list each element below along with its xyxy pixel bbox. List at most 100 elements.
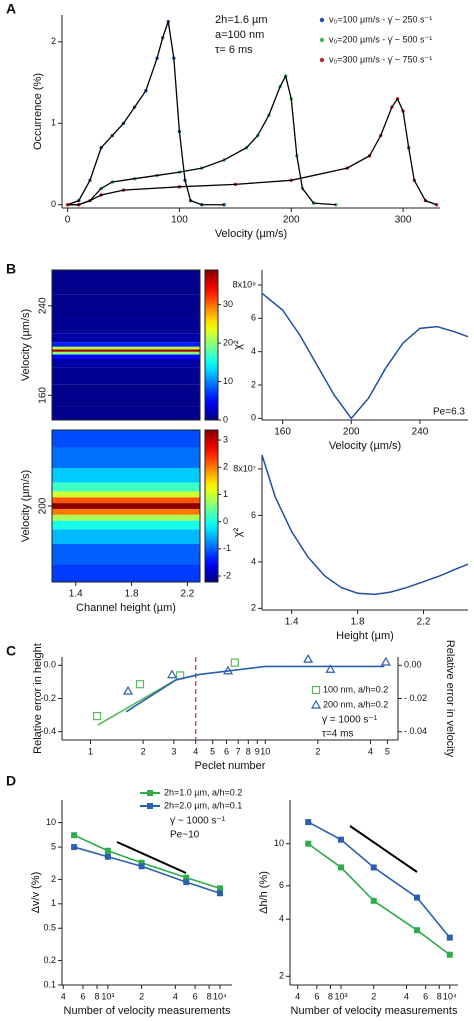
y-axis-label: χ² — [232, 527, 244, 537]
x-tick-label: 4 — [295, 991, 300, 1001]
heatmap-row — [52, 317, 200, 334]
x-tick-label: 1.4 — [285, 617, 299, 628]
y2-axis-label: Relative error in velocity — [444, 640, 456, 758]
panel-label: C — [6, 643, 16, 659]
y-tick-label: 0 — [51, 199, 56, 209]
slope-guide — [349, 825, 418, 873]
y-tick-label: 8x10⁷ — [233, 463, 256, 473]
colorbar-tick-label: 0 — [223, 414, 228, 424]
annotation: a=100 nm — [215, 29, 264, 41]
colorbar — [204, 429, 219, 583]
legend-label: 200 nm, a/h=0.2 — [323, 699, 388, 709]
heatmap-row — [52, 384, 200, 407]
data-point — [337, 864, 344, 871]
y-tick-label: 0.0 — [43, 660, 56, 670]
x-tick-label: 4 — [193, 746, 198, 756]
heatmap-row — [52, 514, 200, 521]
annotation: Pe=6.3 — [433, 407, 465, 418]
legend-marker — [147, 790, 153, 796]
x-tick-label: 2 — [141, 746, 146, 756]
x-tick-label: 1.8 — [125, 589, 139, 600]
y-tick-label: 2 — [279, 971, 284, 981]
data-point — [138, 859, 145, 866]
data-point — [216, 885, 223, 892]
y-tick-label: -0.4 — [40, 726, 56, 736]
legend-label: 2h=2.0 µm, a/h=0.1 — [164, 800, 242, 810]
x-tick-label: 0 — [65, 215, 71, 226]
x-tick-label: 200 — [343, 427, 360, 438]
heatmap-row — [52, 544, 200, 565]
colorbar-tick-label: -1 — [223, 543, 231, 553]
legend-marker — [319, 37, 325, 43]
data-point — [167, 669, 178, 679]
y-tick-label: 160 — [38, 387, 49, 404]
data-point — [414, 927, 421, 934]
y-tick-label: 2 — [51, 36, 56, 46]
colorbar-tick-label: 20 — [223, 337, 233, 347]
y2-tick-label: - 0.02 — [404, 693, 427, 703]
y-axis-label: Velocity (µm/s) — [20, 470, 32, 542]
y-tick-label: 0 — [251, 413, 256, 423]
y2-tick-label: - 0.04 — [404, 726, 427, 736]
y-tick-label: -0.2 — [40, 693, 56, 703]
heatmap-row — [52, 529, 200, 544]
x-tick-label: 9 — [255, 746, 260, 756]
data-point — [104, 847, 111, 854]
series-line — [67, 74, 337, 206]
series-line — [67, 97, 437, 206]
heatmap-row — [52, 497, 200, 504]
heatmap-row — [52, 294, 200, 318]
data-point — [104, 853, 111, 860]
heatmap-row — [52, 508, 200, 515]
data-point — [380, 656, 391, 666]
x-tick-label: 8 — [437, 991, 442, 1001]
x-tick-label: 5 — [385, 746, 390, 756]
colorbar-tick-label: 2 — [223, 462, 228, 472]
legend-marker — [311, 685, 321, 695]
x-tick-label: 2.2 — [417, 617, 431, 628]
data-point — [370, 897, 377, 904]
x-tick-label: 2 — [139, 991, 144, 1001]
y-tick-label: 2 — [51, 874, 56, 884]
data-point — [183, 874, 190, 881]
legend-label: 2h=1.0 µm, a/h=0.2 — [164, 787, 242, 797]
data-point — [370, 864, 377, 871]
heatmap-row — [52, 468, 200, 483]
annotation: τ=4 ms — [322, 729, 353, 740]
y-tick-label: 6 — [251, 313, 256, 323]
legend-marker — [310, 699, 322, 709]
data-point — [135, 680, 145, 689]
heatmap-row — [52, 367, 200, 385]
legend-label: 100 nm, a/h=0.2 — [323, 684, 388, 694]
y-tick-label: 240 — [38, 297, 49, 314]
y-axis-label: Relative error in height — [32, 643, 44, 754]
heatmap-row — [52, 349, 200, 352]
x-axis-label: Velocity (µm/s) — [329, 440, 401, 452]
annotation: Pe~10 — [170, 830, 200, 841]
x-axis-label: Number of velocity measurements — [64, 1005, 231, 1017]
heatmap-row — [52, 520, 200, 530]
series-line — [261, 454, 469, 596]
y-axis-label: Δh/h (%) — [258, 871, 270, 914]
series-line — [307, 843, 451, 956]
x-tick-label: 2 — [371, 991, 376, 1001]
heatmap-row — [52, 503, 200, 509]
series-line — [73, 834, 221, 890]
x-axis-label: Number of velocity measurements — [291, 1005, 458, 1017]
heatmap-row — [52, 346, 200, 350]
y-tick-label: 6 — [251, 510, 256, 520]
x-tick-label: 8 — [207, 991, 212, 1001]
x-tick-label: 240 — [412, 427, 429, 438]
data-point — [123, 685, 134, 695]
data-point — [446, 951, 453, 958]
x-tick-label: 2.2 — [180, 589, 194, 600]
heatmap-row — [52, 270, 200, 295]
x-tick-label: 5 — [210, 746, 215, 756]
series-line — [97, 673, 200, 726]
data-point — [305, 819, 312, 826]
legend-marker — [319, 57, 325, 63]
x-tick-label: 1.8 — [351, 617, 365, 628]
x-tick-label: 300 — [395, 215, 412, 226]
panel-label: D — [6, 773, 16, 789]
data-point — [325, 664, 336, 673]
